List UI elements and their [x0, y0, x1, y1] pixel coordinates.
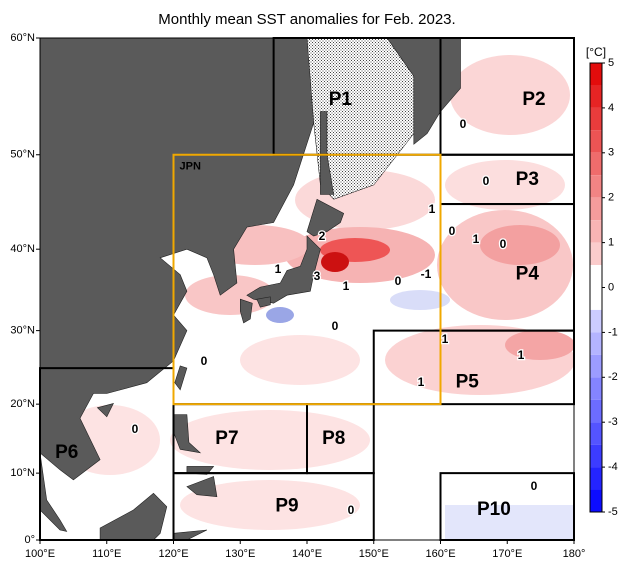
- y-tick-label: 0°: [24, 534, 35, 546]
- region-label: P7: [215, 428, 238, 449]
- colorbar-band: [590, 377, 602, 400]
- contour-label: 0: [531, 479, 538, 493]
- colorbar: 5 4 3 2 1 0 -1 -2 -3 -4 -5: [589, 57, 618, 518]
- jpn-box-label: JPN: [180, 161, 201, 173]
- x-tick-label: 120°E: [158, 548, 188, 560]
- contour-label: 1: [473, 232, 480, 246]
- contour-label: 0: [460, 117, 467, 131]
- y-tick-label: 40°N: [10, 243, 35, 255]
- x-tick-label: 180°: [563, 548, 586, 560]
- landmass: [99, 492, 168, 540]
- contour-label: 3: [314, 269, 321, 283]
- colorbar-tick-label: -3: [608, 416, 618, 428]
- region-label: P6: [55, 442, 78, 463]
- contour-label: 0: [348, 503, 355, 517]
- contour-label: 1: [275, 262, 282, 276]
- contour-label: 1: [343, 279, 350, 293]
- region-label: P4: [516, 264, 540, 285]
- landmass: [240, 298, 253, 324]
- colorbar-tick-label: 2: [608, 192, 614, 204]
- region-label: P9: [275, 496, 298, 517]
- colorbar-unit: [°C]: [586, 45, 606, 59]
- colorbar-band: [590, 287, 602, 310]
- contour-label: 2: [319, 229, 326, 243]
- x-tick-label: 130°E: [225, 548, 255, 560]
- x-tick-label: 170°E: [492, 548, 522, 560]
- region-label: P5: [456, 372, 480, 393]
- contour-label: 1: [429, 202, 436, 216]
- y-tick-label: 10°N: [10, 467, 35, 479]
- colorbar-tick-label: -2: [608, 371, 618, 383]
- title: Monthly mean SST anomalies for Feb. 2023…: [158, 11, 455, 28]
- contour-label: 1: [418, 375, 425, 389]
- y-tick-label: 20°N: [10, 398, 35, 410]
- colorbar-band: [590, 309, 602, 333]
- colorbar-band: [590, 175, 602, 198]
- y-tick-label: 60°N: [10, 32, 35, 44]
- colorbar-band: [590, 130, 602, 153]
- landmass: [256, 296, 271, 308]
- contour-label: -1: [421, 267, 432, 281]
- colorbar-band: [590, 242, 602, 266]
- jpn-box: [172, 153, 442, 406]
- region-label: P10: [477, 499, 511, 520]
- y-tick-label: 30°N: [10, 325, 35, 337]
- contour-label: 0: [449, 224, 456, 238]
- landmass: [386, 38, 461, 145]
- colorbar-tick-label: 0: [608, 281, 614, 293]
- colorbar-tick-label: -1: [608, 326, 618, 338]
- x-tick-label: 150°E: [359, 548, 389, 560]
- x-tick-label: 100°E: [25, 548, 55, 560]
- colorbar-tick-label: -4: [608, 461, 618, 473]
- colorbar-band: [590, 399, 602, 423]
- colorbar-band: [590, 332, 602, 355]
- y-tick-label: 50°N: [10, 149, 35, 161]
- colorbar-band: [590, 422, 602, 445]
- colorbar-band: [590, 444, 602, 468]
- region-label: P2: [522, 89, 545, 110]
- colorbar-tick-label: 5: [608, 57, 614, 69]
- x-tick-label: 140°E: [292, 548, 322, 560]
- contour-label: 0: [500, 237, 507, 251]
- colorbar-band: [590, 63, 602, 86]
- colorbar-band: [590, 197, 602, 221]
- x-tick-label: 110°E: [92, 548, 121, 560]
- contour-label: 0: [132, 422, 139, 436]
- region-label: P3: [516, 169, 539, 190]
- region-label: P8: [322, 428, 345, 449]
- landmass: [96, 402, 114, 418]
- x-tick-label: 160°E: [425, 548, 455, 560]
- colorbar-tick-label: -5: [608, 506, 618, 518]
- colorbar-band: [590, 152, 602, 176]
- contour-label: 0: [483, 174, 490, 188]
- colorbar-band: [590, 265, 602, 288]
- landmass: [306, 198, 345, 237]
- landmass: [40, 38, 315, 481]
- colorbar-tick-label: 3: [608, 147, 614, 159]
- landmass: [40, 452, 68, 532]
- colorbar-tick-label: 4: [608, 102, 614, 114]
- colorbar-tick-label: 1: [608, 237, 614, 249]
- region-label: P1: [329, 89, 353, 110]
- contour-label: 1: [442, 332, 449, 346]
- colorbar-band: [590, 220, 602, 243]
- colorbar-band: [590, 354, 602, 378]
- landmass: [174, 365, 188, 391]
- contour-label: 0: [395, 274, 402, 288]
- colorbar-band: [590, 85, 602, 108]
- colorbar-band: [590, 467, 602, 490]
- contour-label: 0: [201, 354, 208, 368]
- land: [40, 38, 461, 540]
- contour-label: 0: [332, 319, 339, 333]
- colorbar-band: [590, 489, 602, 512]
- colorbar-band: [590, 107, 602, 131]
- landmass: [186, 476, 218, 498]
- landmass: [246, 235, 321, 304]
- contour-label: 1: [518, 348, 525, 362]
